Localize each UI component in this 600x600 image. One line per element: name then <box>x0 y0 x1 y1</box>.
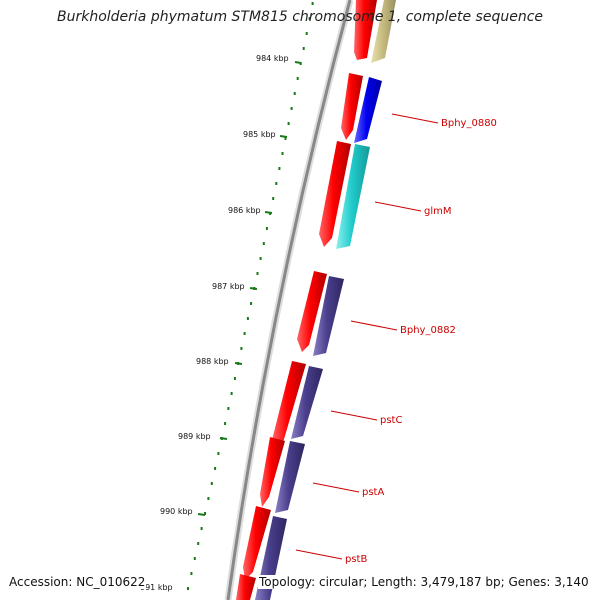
gene-label-pstC[interactable]: pstC <box>380 415 402 426</box>
leader-line-Bphy_0882 <box>350 320 398 331</box>
gene-label-glmM[interactable]: glmM <box>424 206 452 217</box>
ruler-minor-tick <box>284 137 287 140</box>
ruler-minor-tick <box>227 407 230 410</box>
ruler-minor-tick <box>262 242 265 245</box>
ruler-minor-tick <box>197 542 200 545</box>
ruler-tick-987 <box>249 287 258 290</box>
leader-line-glmM <box>374 201 422 212</box>
reverse-gene-Bphy_0880[interactable] <box>354 77 382 143</box>
ruler-tick-984 <box>294 61 302 64</box>
leader-line-Bphy_0880 <box>391 113 439 124</box>
ruler-minor-tick <box>311 2 314 5</box>
ruler-label-990: 990 kbp <box>160 507 193 516</box>
ruler-minor-tick <box>214 467 217 470</box>
chromosome-backbone <box>226 0 352 600</box>
ruler-label-989: 989 kbp <box>178 432 211 441</box>
gene-label-Bphy_0882[interactable]: Bphy_0882 <box>400 325 456 336</box>
ruler-minor-tick <box>243 332 246 335</box>
ruler-minor-tick <box>272 197 275 200</box>
ruler-minor-tick <box>210 482 213 485</box>
ruler-label-987: 987 kbp <box>212 282 245 291</box>
ruler-minor-tick <box>240 347 243 350</box>
reverse-gene-Bphy_0882[interactable] <box>313 276 344 356</box>
ruler-minor-tick <box>193 557 196 560</box>
ruler-minor-tick <box>296 77 299 80</box>
ruler-tick-990 <box>197 513 206 516</box>
leader-line-pstB <box>295 549 343 560</box>
ruler-minor-tick <box>290 107 293 110</box>
gene-label-pstB[interactable]: pstB <box>345 554 367 565</box>
map-title: Burkholderia phymatum STM815 chromosome … <box>56 9 543 25</box>
ruler-minor-tick <box>287 122 290 125</box>
ruler-minor-tick <box>265 227 268 230</box>
ruler-minor-tick <box>224 422 227 425</box>
ruler-minor-tick <box>250 302 253 305</box>
ruler-label-984: 984 kbp <box>256 54 289 63</box>
reverse-gene-pstA[interactable] <box>275 441 305 513</box>
reverse-gene-glmM[interactable] <box>336 144 370 249</box>
ruler-minor-tick <box>259 257 262 260</box>
ruler-minor-tick <box>207 497 210 500</box>
forward-gene-1[interactable] <box>354 0 377 60</box>
leader-line-pstA <box>312 482 360 493</box>
ruler-label-986: 986 kbp <box>228 206 261 215</box>
ruler-minor-tick <box>256 272 259 275</box>
ruler-minor-tick <box>217 452 220 455</box>
ruler-tick-989 <box>219 437 228 440</box>
ruler-minor-tick <box>187 587 189 590</box>
forward-gene-6[interactable] <box>260 437 285 507</box>
gene-label-Bphy_0880[interactable]: Bphy_0880 <box>441 118 497 129</box>
ruler-dots <box>187 2 314 590</box>
ruler-tick-985 <box>279 135 288 138</box>
ruler-tick-988 <box>234 362 243 365</box>
forward-gene-7[interactable] <box>243 506 271 580</box>
ruler-minor-tick <box>305 32 308 35</box>
forward-gene-4[interactable] <box>297 271 327 352</box>
ruler-minor-tick <box>281 152 284 155</box>
ruler-minor-tick <box>204 512 206 515</box>
ruler-minor-tick <box>308 17 311 20</box>
ruler-minor-tick <box>278 167 281 170</box>
ruler-minor-tick <box>230 392 233 395</box>
forward-gene-5[interactable] <box>272 361 306 454</box>
ruler-minor-tick <box>302 47 305 50</box>
ruler-tick-986 <box>264 211 273 214</box>
reverse-gene-pstC[interactable] <box>291 366 323 439</box>
topology-text: Topology: circular; Length: 3,479,187 bp… <box>258 575 590 589</box>
ruler-label-991: 991 kbp <box>140 583 173 592</box>
ruler-label-988: 988 kbp <box>196 357 229 366</box>
ruler-minor-tick <box>275 182 278 185</box>
ruler-minor-tick <box>190 572 193 575</box>
leader-line-pstC <box>330 410 378 421</box>
forward-gene-8[interactable] <box>236 574 256 600</box>
ruler-label-985: 985 kbp <box>243 130 276 139</box>
forward-gene-2[interactable] <box>341 73 363 140</box>
ruler-minor-tick <box>246 317 249 320</box>
ruler-minor-tick <box>293 92 296 95</box>
gene-label-pstA[interactable]: pstA <box>362 487 384 498</box>
forward-gene-glmM-fwd[interactable] <box>319 141 351 247</box>
accession-text: Accession: NC_010622 <box>8 575 147 589</box>
ruler-minor-tick <box>233 377 236 380</box>
reverse-gene-khaki[interactable] <box>371 0 396 63</box>
ruler-minor-tick <box>200 527 203 530</box>
